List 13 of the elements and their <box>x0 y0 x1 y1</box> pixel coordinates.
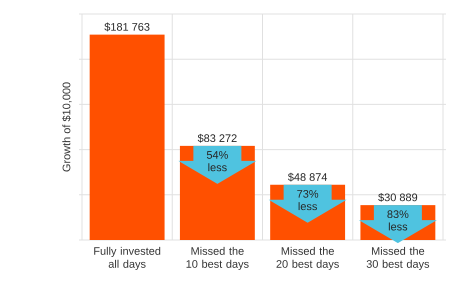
data-label: $83 272 <box>198 134 237 143</box>
x-tick-label: Missed the 20 best days <box>276 246 339 270</box>
annotation: 54% less <box>206 151 228 172</box>
bar <box>90 34 165 240</box>
data-label: $48 874 <box>288 172 328 182</box>
x-tick-label: Missed the 30 best days <box>366 246 430 270</box>
annotation: 83% less <box>387 210 408 231</box>
x-tick-label: Missed the 10 best days <box>186 246 249 270</box>
data-label: $181 763 <box>104 22 150 32</box>
y-axis-title: Growth of $10,000 <box>62 82 72 172</box>
annotation: 73% less <box>297 190 318 210</box>
data-label: $30 889 <box>378 193 418 202</box>
x-tick-label: Fully invested all days <box>94 246 160 270</box>
